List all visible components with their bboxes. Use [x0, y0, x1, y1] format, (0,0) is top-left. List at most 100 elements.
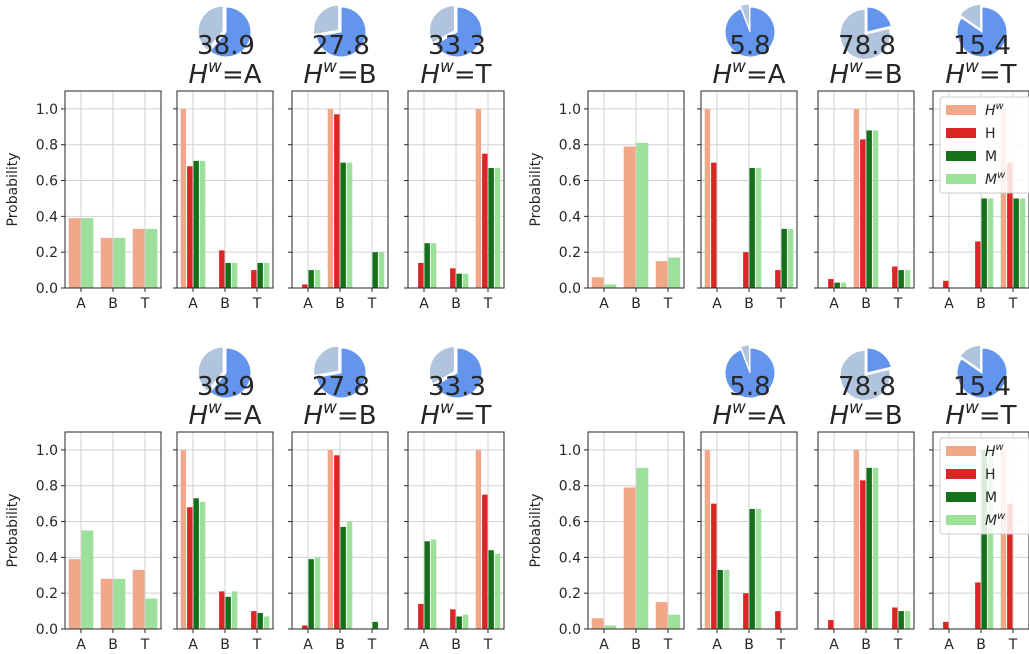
title-superscript: w — [965, 398, 979, 418]
bar-Mw-B — [231, 591, 238, 629]
pie-slice-main — [866, 347, 892, 374]
bar-M-A — [424, 243, 430, 288]
x-tick-label: T — [483, 637, 493, 653]
bar-Hw-B — [100, 578, 113, 629]
panel-title: Hw=A — [712, 398, 785, 431]
title-value: =B — [863, 401, 903, 431]
y-tick-label: 0.2 — [559, 245, 581, 261]
bar-Mw-B — [636, 467, 649, 629]
y-tick-label: 0.2 — [36, 245, 58, 261]
title-value: =B — [337, 401, 377, 431]
title-symbol: H — [303, 401, 323, 431]
x-tick-label: B — [744, 296, 754, 312]
panel-title: Hw=A — [712, 57, 785, 90]
panel-title: Hw=B — [829, 57, 902, 90]
bar-M-T — [372, 252, 378, 288]
y-axis-label: Probability — [5, 493, 21, 567]
bar-H-A — [187, 507, 193, 629]
panel-12: A B T 0.0 0.2 0.4 0.6 0.8 1.0 Probability — [528, 431, 685, 653]
bar-H-B — [975, 241, 981, 288]
y-tick-label: 0.0 — [559, 281, 581, 297]
pie-slice-main — [434, 6, 483, 58]
bar-M-A — [308, 559, 314, 629]
x-tick-label: B — [108, 637, 118, 653]
bar-H-B — [450, 609, 456, 629]
pie-percent-label: 27.8 — [312, 31, 370, 61]
bar-Mw-B — [231, 262, 238, 288]
bar-Hw-T — [475, 449, 482, 629]
bar-H-T — [482, 153, 488, 288]
bar-Mw-B — [872, 130, 879, 288]
title-symbol: H — [945, 401, 965, 431]
bar-Hw-B — [623, 146, 636, 288]
bar-H-A — [711, 503, 717, 629]
bar-M-B — [340, 526, 346, 629]
x-tick-label: B — [451, 637, 461, 653]
bar-Mw-B — [346, 162, 353, 288]
title-superscript: w — [965, 57, 979, 77]
bar-Hw-B — [327, 108, 334, 288]
x-tick-label: A — [944, 296, 954, 312]
y-tick-label: 1.0 — [559, 443, 581, 459]
pie-slice-highlight — [839, 349, 891, 401]
bar-Mw-A — [81, 218, 94, 288]
bar-M-B — [456, 616, 462, 629]
pie-percent-label: 5.8 — [729, 31, 770, 61]
bar-Mw-T — [378, 252, 385, 288]
bar-Hw-T — [1000, 449, 1007, 629]
bar-H-B — [743, 252, 749, 288]
x-tick-label: T — [367, 637, 377, 653]
x-tick-label: A — [829, 296, 839, 312]
legend-swatch-M — [946, 492, 976, 502]
x-tick-label: B — [976, 296, 986, 312]
x-tick-label: A — [829, 637, 839, 653]
x-tick-label: A — [76, 637, 86, 653]
bar-H-B — [743, 593, 749, 629]
bar-Mw-B — [755, 168, 762, 288]
bar-Mw-T — [494, 168, 501, 288]
pie-percent-label: 38.9 — [197, 372, 255, 402]
bar-Hw-B — [623, 487, 636, 629]
y-tick-label: 0.4 — [36, 550, 58, 566]
bar-M-A — [424, 541, 430, 629]
bar-H-B — [860, 480, 866, 629]
panel-title: Hw=B — [829, 398, 902, 431]
x-tick-label: B — [631, 637, 641, 653]
y-tick-label: 0.8 — [36, 479, 58, 495]
bar-Hw-B — [853, 108, 860, 288]
legend-box — [939, 437, 1029, 535]
bar-M-T — [488, 168, 494, 288]
legend-swatch-Mw — [946, 515, 976, 525]
bar-H-A — [943, 621, 949, 629]
pie-percent-label: 33.3 — [428, 31, 486, 61]
bar-Mw-T — [1019, 198, 1026, 288]
x-tick-label: T — [367, 296, 377, 312]
x-tick-label: T — [252, 637, 262, 653]
pie-slice-main — [209, 6, 252, 58]
bar-Mw-T — [668, 614, 681, 629]
bar-H-T — [775, 611, 781, 629]
bar-Mw-A — [604, 625, 617, 629]
bar-H-T — [482, 494, 488, 629]
x-tick-label: B — [335, 296, 345, 312]
x-tick-label: T — [893, 637, 903, 653]
bar-Hw-A — [68, 218, 81, 288]
bar-Mw-B — [636, 142, 649, 288]
bar-Mw-B — [113, 578, 126, 629]
bar-M-T — [372, 621, 378, 629]
x-tick-label: B — [220, 637, 230, 653]
panel-10: A B T 27.8Hw=B — [288, 345, 389, 653]
pie-slice-highlight — [313, 4, 340, 36]
panel-title: Hw=T — [945, 57, 1016, 90]
legend-swatch-H — [946, 128, 976, 138]
title-symbol: H — [303, 60, 323, 90]
bar-Mw-B — [346, 521, 353, 629]
bar-Mw-T — [145, 228, 158, 288]
bar-M-B — [225, 596, 231, 629]
pie-percent-label: 27.8 — [312, 372, 370, 402]
x-tick-label: T — [663, 296, 673, 312]
title-superscript: w — [732, 398, 746, 418]
y-tick-label: 0.0 — [559, 622, 581, 638]
pie-slice-main — [956, 6, 1008, 58]
